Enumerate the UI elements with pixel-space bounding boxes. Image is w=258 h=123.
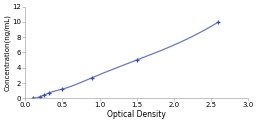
Y-axis label: Concentration(ng/mL): Concentration(ng/mL) xyxy=(4,14,11,91)
X-axis label: Optical Density: Optical Density xyxy=(107,110,166,119)
